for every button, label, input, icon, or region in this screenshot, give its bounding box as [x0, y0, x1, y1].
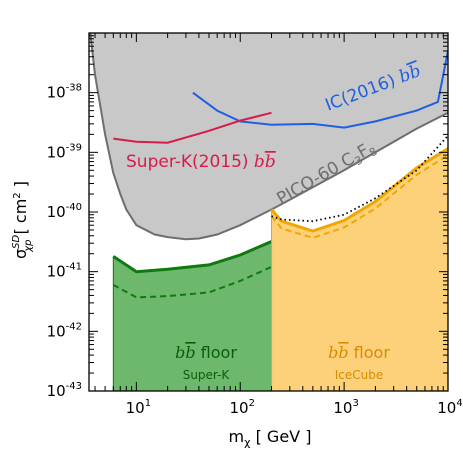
axis-ticks: 101 102 103 104 10-43 10-42 10-41 10-40 10-39 10-… — [47, 32, 463, 417]
y-tick-label: 10-40 — [47, 202, 82, 221]
y-tick-label: 10-41 — [47, 262, 82, 281]
x-tick-label: 102 — [230, 398, 255, 417]
data-lines — [89, 33, 448, 391]
y-tick-label: 10-43 — [47, 381, 82, 400]
x-axis-label: mχ [ GeV ] — [229, 427, 312, 449]
y-tick-label: 10-38 — [47, 83, 82, 102]
icecube-floor-region — [271, 148, 448, 391]
y-tick-label: 10-42 — [47, 321, 82, 340]
pico-60-region — [90, 33, 448, 240]
super-k-floor-line — [112, 240, 273, 274]
super-k-floor-label: bb floor — [175, 343, 237, 362]
super-k-2015-limit-line — [113, 111, 272, 144]
ic-2016-limit-line — [192, 50, 448, 129]
icecube-floor-sublabel: IceCube — [335, 368, 384, 382]
super-k-floor-sublabel: Super-K — [183, 368, 231, 382]
data-regions — [90, 33, 448, 391]
icecube-floor-line — [270, 147, 448, 233]
x-tick-label: 103 — [333, 398, 358, 417]
x-tick-label: 101 — [126, 398, 151, 417]
icecube-dashed-line — [270, 154, 448, 239]
y-tick-label: 10-39 — [47, 142, 82, 161]
y-axis-label: σSDχp [ cm2 ] — [11, 181, 34, 259]
super-k-floor-region — [113, 241, 272, 391]
super-k-2015-label: Super-K(2015) bb — [126, 152, 276, 172]
x-tick-label: 104 — [437, 398, 462, 417]
super-k-dashed-line — [112, 265, 272, 299]
pico-60-limit-line — [89, 33, 448, 241]
icecube-floor-label: bb floor — [328, 343, 390, 362]
